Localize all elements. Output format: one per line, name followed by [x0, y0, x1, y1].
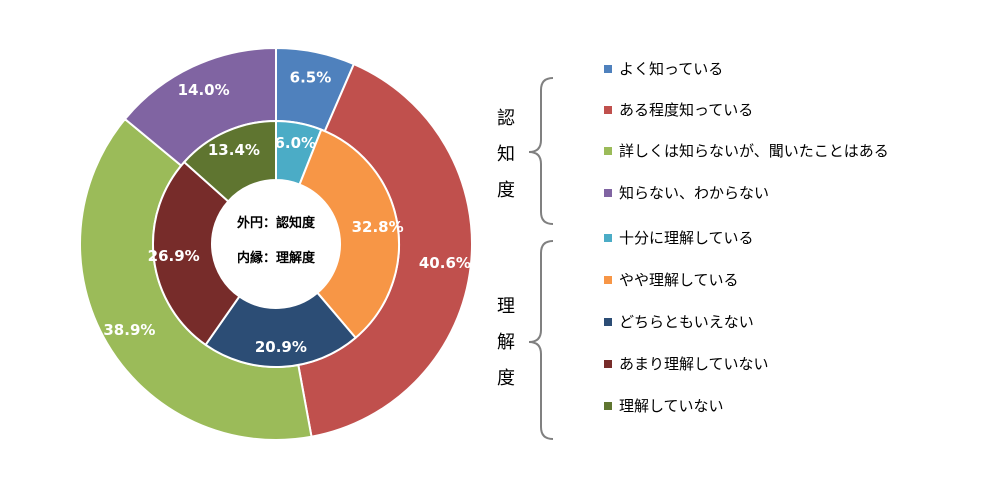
legend-swatch-1 [604, 65, 612, 73]
inner-slice-3 [204, 291, 357, 368]
svg-text:解: 解 [497, 332, 515, 353]
legend-swatch-5 [604, 234, 612, 242]
center-label-inner: 内縁：理解度 [237, 250, 316, 266]
outer-slice-label-1: 6.5% [290, 69, 332, 87]
svg-text:知: 知 [497, 144, 515, 165]
understanding-title: 理 解 度 [497, 296, 515, 389]
legend-label-5: 十分に理解している [619, 229, 754, 247]
legend-swatch-9 [604, 402, 612, 410]
legend-label-9: 理解していない [619, 397, 724, 415]
legend-swatch-4 [604, 189, 612, 197]
outer-slice-label-3: 38.9% [103, 321, 155, 339]
legend-label-8: あまり理解していない [619, 355, 769, 373]
outer-ring-labels: 6.5% 40.6% 38.9% 14.0% [103, 69, 471, 340]
awareness-title: 認 知 度 [497, 108, 515, 201]
inner-slice-2 [298, 128, 400, 340]
legend-swatch-6 [604, 276, 612, 284]
svg-text:認: 認 [497, 108, 515, 129]
svg-text:理: 理 [497, 296, 515, 317]
legend-label-4: 知らない、わからない [619, 184, 769, 202]
legend-label-6: やや理解している [619, 271, 739, 289]
inner-slice-label-5: 13.4% [208, 141, 260, 159]
outer-slice-label-4: 14.0% [178, 81, 230, 99]
legend-swatch-2 [604, 106, 612, 114]
svg-text:度: 度 [497, 180, 515, 201]
svg-text:度: 度 [497, 368, 515, 389]
legend-label-7: どちらともいえない [619, 313, 754, 331]
inner-slice-label-2: 32.8% [352, 218, 404, 236]
legend-label-2: ある程度知っている [619, 101, 753, 119]
center-label-outer: 外円：認知度 [236, 215, 316, 231]
inner-slice-label-1: 6.0% [274, 134, 316, 152]
outer-ring-awareness [79, 46, 473, 441]
inner-ring-labels: 6.0% 32.8% 20.9% 26.9% 13.4% [148, 134, 404, 356]
legend-swatch-3 [604, 147, 612, 155]
understanding-bracket [528, 240, 554, 440]
inner-slice-5 [182, 119, 277, 203]
inner-ring-understanding [152, 119, 400, 368]
legend-swatch-8 [604, 360, 612, 368]
legend-swatch-7 [604, 318, 612, 326]
legend-label-3: 詳しくは知らないが、聞いたことはある [619, 142, 889, 160]
inner-slice-label-3: 20.9% [255, 338, 307, 356]
legend: よく知っているある程度知っている詳しくは知らないが、聞いたことはある知らない、わ… [604, 60, 889, 415]
inner-slice-label-4: 26.9% [148, 247, 200, 265]
outer-slice-label-2: 40.6% [419, 254, 471, 272]
awareness-bracket [528, 77, 554, 225]
inner-slice-4 [152, 160, 241, 347]
legend-label-1: よく知っている [619, 60, 723, 78]
